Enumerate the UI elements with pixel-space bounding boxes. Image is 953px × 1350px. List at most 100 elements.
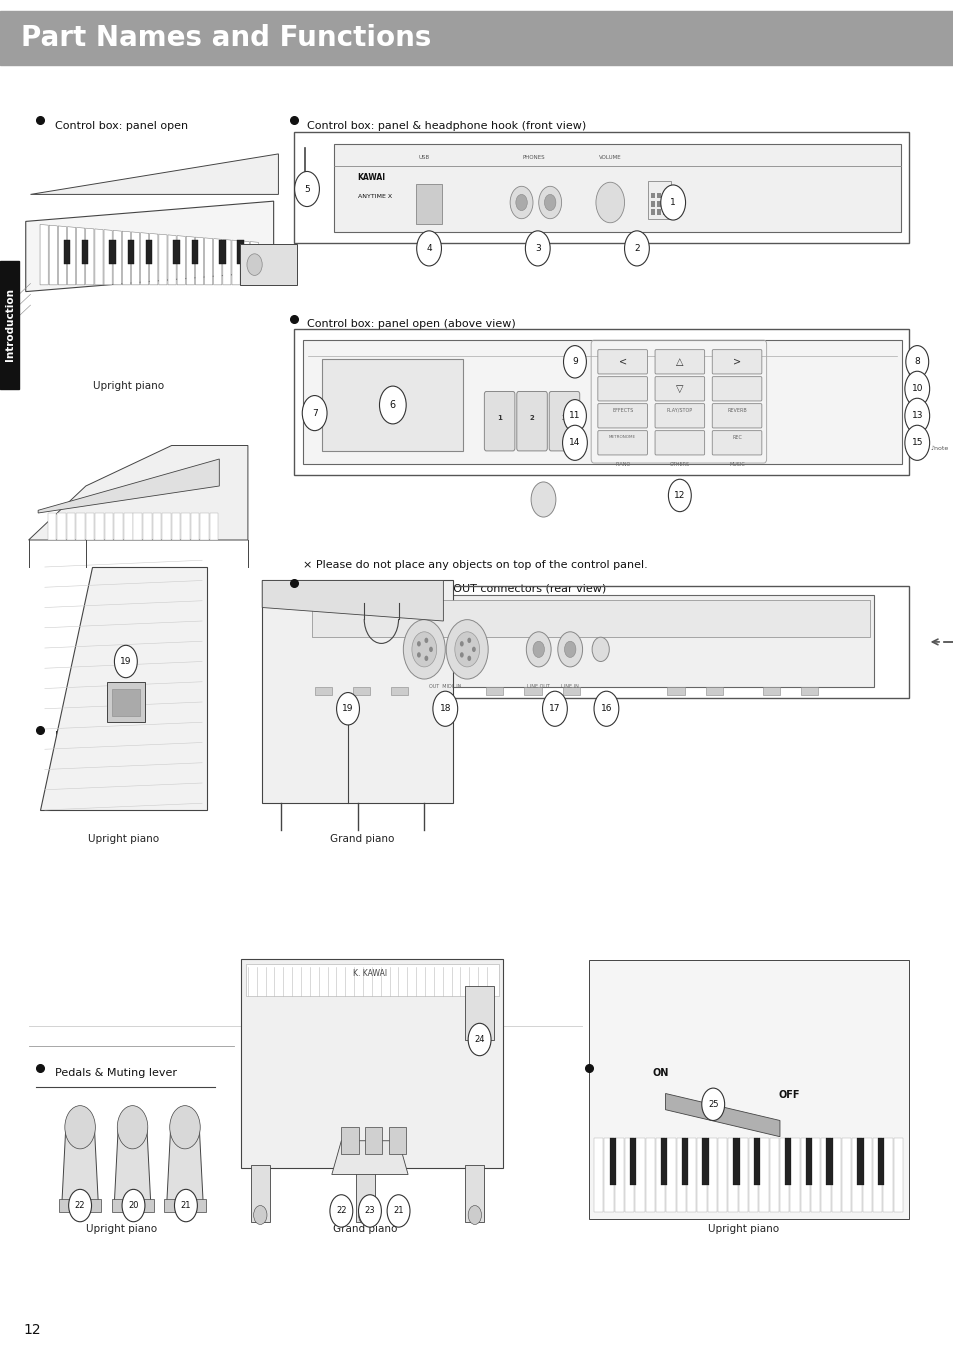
Text: >: > (732, 356, 740, 367)
Bar (882, 1138, 892, 1212)
Text: REC: REC (731, 435, 741, 440)
Bar (630, 1138, 636, 1185)
Circle shape (510, 186, 533, 219)
Circle shape (379, 386, 406, 424)
FancyBboxPatch shape (712, 431, 761, 455)
Text: 24: 24 (474, 1035, 484, 1044)
Polygon shape (110, 240, 115, 265)
Text: 1: 1 (670, 198, 676, 207)
Circle shape (531, 482, 556, 517)
Text: 19: 19 (120, 657, 132, 666)
Bar (614, 1138, 623, 1212)
Bar (210, 513, 218, 540)
FancyBboxPatch shape (655, 431, 704, 455)
Circle shape (170, 1106, 200, 1149)
Bar (105, 513, 113, 540)
FancyBboxPatch shape (655, 377, 704, 401)
FancyBboxPatch shape (598, 404, 647, 428)
Polygon shape (30, 154, 278, 194)
Text: Introduction: Introduction (5, 288, 14, 362)
Text: ▽: ▽ (676, 383, 683, 394)
Polygon shape (223, 239, 231, 285)
FancyBboxPatch shape (712, 404, 761, 428)
Polygon shape (132, 232, 139, 285)
Circle shape (459, 641, 463, 647)
Text: 13: 13 (910, 412, 923, 420)
Bar (841, 1138, 850, 1212)
Bar (353, 687, 370, 695)
FancyBboxPatch shape (517, 392, 547, 451)
Text: Muffler lever: Muffler lever (602, 1068, 673, 1079)
FancyBboxPatch shape (549, 392, 579, 451)
Text: Grand piano: Grand piano (333, 1224, 397, 1234)
Bar (86, 513, 94, 540)
Circle shape (467, 656, 471, 662)
Circle shape (904, 346, 927, 378)
Polygon shape (114, 1127, 151, 1202)
Text: OUT  MIDI  IN: OUT MIDI IN (429, 684, 461, 690)
Circle shape (563, 346, 586, 378)
Text: 20: 20 (128, 1202, 138, 1210)
Bar (294, 586, 907, 698)
Text: Part Names and Functions: Part Names and Functions (21, 24, 431, 51)
Circle shape (117, 1106, 148, 1149)
Bar (697, 1138, 706, 1212)
Bar (294, 132, 907, 243)
Bar (645, 1138, 655, 1212)
Circle shape (467, 637, 471, 643)
Text: 19: 19 (342, 705, 354, 713)
Circle shape (358, 1195, 381, 1227)
Text: Upright piano: Upright piano (89, 834, 159, 844)
Bar (251, 1165, 270, 1222)
Bar (112, 1199, 153, 1212)
Text: 4: 4 (426, 244, 432, 252)
Text: 15: 15 (910, 439, 923, 447)
Polygon shape (167, 1127, 203, 1202)
Circle shape (564, 641, 576, 657)
Polygon shape (86, 228, 93, 285)
Bar (686, 1138, 696, 1212)
Circle shape (544, 194, 556, 211)
Circle shape (472, 647, 476, 652)
Bar (76, 513, 85, 540)
Bar (312, 599, 869, 637)
Bar (718, 1138, 726, 1212)
Text: Control box: panel open (above view): Control box: panel open (above view) (307, 319, 516, 329)
Text: VOLUME: VOLUME (598, 155, 621, 161)
Bar (152, 513, 161, 540)
Bar (759, 1138, 768, 1212)
Bar (651, 193, 655, 198)
Circle shape (387, 1195, 410, 1227)
Circle shape (416, 652, 420, 657)
Text: 10: 10 (910, 385, 923, 393)
Polygon shape (213, 239, 222, 285)
Circle shape (660, 185, 685, 220)
Bar (762, 687, 780, 695)
Text: 1: 1 (497, 416, 501, 421)
Text: EFFECTS: EFFECTS (612, 408, 633, 413)
Polygon shape (40, 224, 49, 285)
Text: 5: 5 (304, 185, 310, 193)
Text: 21: 21 (180, 1202, 191, 1210)
Text: KAWAI: KAWAI (357, 173, 385, 182)
Bar (780, 1138, 788, 1212)
Text: 23: 23 (364, 1207, 375, 1215)
Bar (733, 1138, 739, 1185)
FancyBboxPatch shape (598, 431, 647, 455)
Bar (801, 687, 818, 695)
Circle shape (903, 398, 928, 433)
Bar (656, 1138, 664, 1212)
Text: LINE OUT: LINE OUT (527, 684, 550, 690)
Circle shape (302, 396, 327, 431)
Bar (753, 1138, 760, 1185)
Polygon shape (195, 238, 203, 285)
Bar (748, 1138, 758, 1212)
Circle shape (358, 1206, 372, 1224)
Circle shape (446, 620, 488, 679)
Circle shape (526, 632, 551, 667)
Text: 22: 22 (74, 1202, 85, 1210)
Circle shape (455, 632, 479, 667)
Polygon shape (237, 240, 244, 265)
Bar (334, 144, 900, 232)
Text: 22: 22 (335, 1207, 346, 1215)
